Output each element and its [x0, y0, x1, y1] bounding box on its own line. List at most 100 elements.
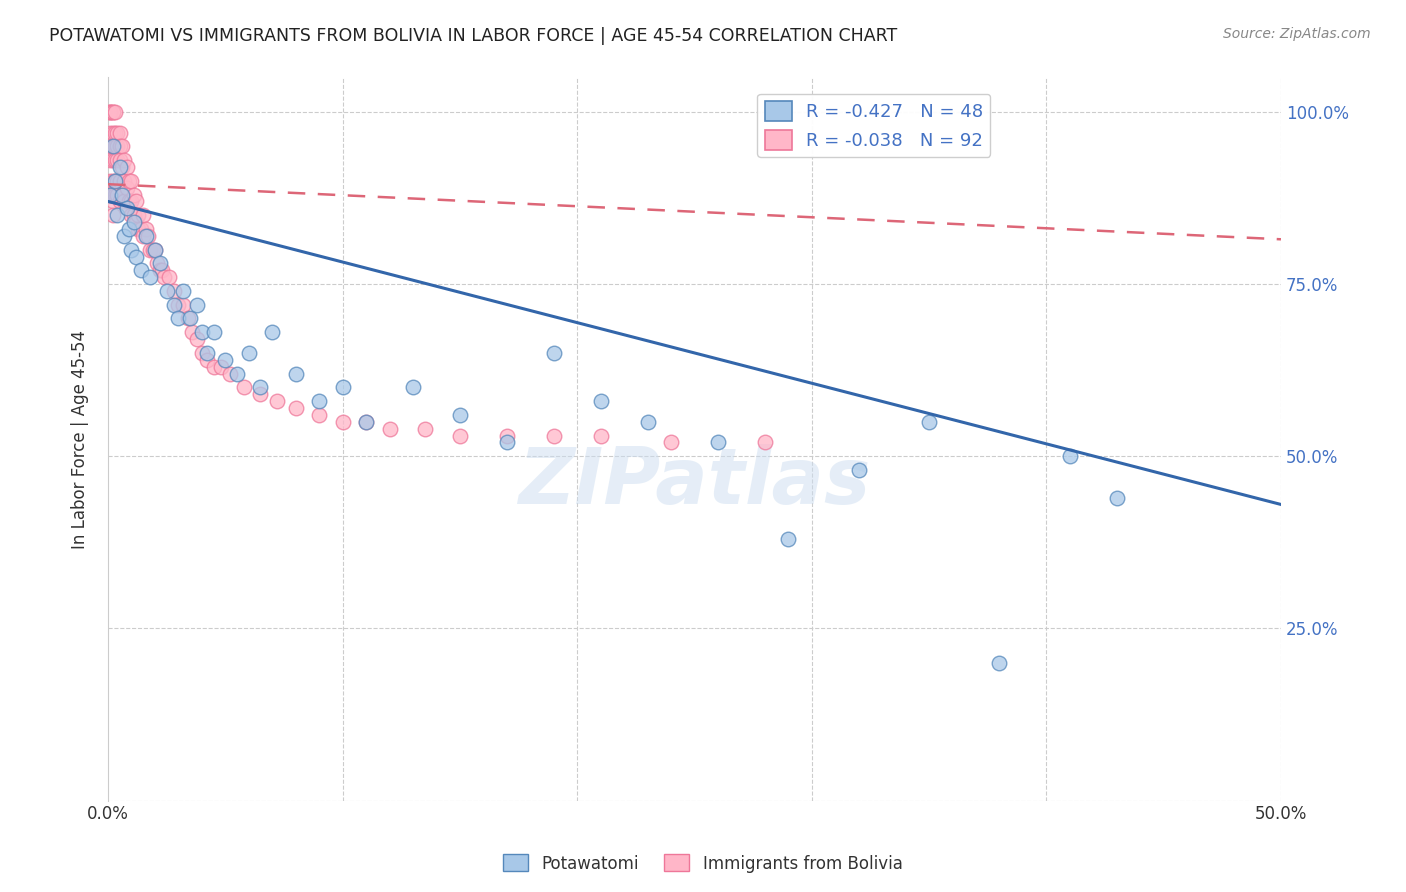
Point: [115, 202, 138, 216]
Legend: Potawatomi, Immigrants from Bolivia: Potawatomi, Immigrants from Bolivia: [496, 847, 910, 880]
Point: [118, 222, 141, 236]
Point: [111, 139, 134, 153]
Point: [659, 435, 682, 450]
Point: [262, 326, 284, 340]
Point: [104, 126, 127, 140]
Point: [108, 174, 131, 188]
Point: [139, 243, 162, 257]
Point: [120, 243, 142, 257]
Point: [111, 187, 134, 202]
Point: [149, 256, 172, 270]
Point: [135, 228, 157, 243]
Point: [104, 187, 127, 202]
Point: [101, 139, 124, 153]
Point: [163, 298, 186, 312]
Point: [105, 187, 128, 202]
Point: [135, 222, 157, 236]
Point: [111, 187, 134, 202]
Point: [202, 359, 225, 374]
Y-axis label: In Labor Force | Age 45-54: In Labor Force | Age 45-54: [72, 329, 89, 549]
Point: [101, 104, 124, 119]
Point: [112, 228, 135, 243]
Point: [142, 243, 165, 257]
Point: [308, 408, 330, 422]
Point: [156, 284, 179, 298]
Point: [101, 139, 124, 153]
Point: [284, 367, 307, 381]
Point: [101, 126, 124, 140]
Point: [104, 174, 127, 188]
Point: [1105, 491, 1128, 505]
Point: [122, 215, 145, 229]
Point: [195, 352, 218, 367]
Point: [127, 208, 149, 222]
Point: [108, 194, 131, 209]
Point: [332, 415, 354, 429]
Point: [112, 194, 135, 209]
Point: [120, 174, 142, 188]
Point: [101, 174, 124, 188]
Point: [214, 352, 236, 367]
Point: [115, 202, 138, 216]
Point: [209, 359, 232, 374]
Point: [129, 222, 152, 236]
Point: [226, 367, 249, 381]
Point: [143, 243, 166, 257]
Point: [707, 435, 730, 450]
Point: [132, 208, 155, 222]
Point: [125, 194, 148, 209]
Point: [157, 270, 180, 285]
Point: [120, 208, 142, 222]
Point: [354, 415, 377, 429]
Point: [129, 263, 152, 277]
Point: [118, 194, 141, 209]
Point: [111, 160, 134, 174]
Point: [101, 104, 124, 119]
Point: [266, 394, 288, 409]
Point: [98, 104, 121, 119]
Text: POTAWATOMI VS IMMIGRANTS FROM BOLIVIA IN LABOR FORCE | AGE 45-54 CORRELATION CHA: POTAWATOMI VS IMMIGRANTS FROM BOLIVIA IN…: [49, 27, 897, 45]
Point: [354, 415, 377, 429]
Point: [186, 332, 208, 346]
Point: [104, 153, 127, 167]
Point: [120, 194, 142, 209]
Point: [101, 187, 124, 202]
Point: [98, 104, 121, 119]
Point: [98, 153, 121, 167]
Point: [495, 435, 517, 450]
Point: [105, 174, 128, 188]
Point: [127, 222, 149, 236]
Legend: R = -0.427   N = 48, R = -0.038   N = 92: R = -0.427 N = 48, R = -0.038 N = 92: [758, 94, 990, 157]
Point: [589, 394, 612, 409]
Point: [104, 174, 127, 188]
Point: [172, 298, 194, 312]
Point: [98, 187, 121, 202]
Point: [146, 256, 169, 270]
Point: [118, 174, 141, 188]
Point: [195, 346, 218, 360]
Point: [1059, 449, 1081, 463]
Point: [988, 656, 1011, 670]
Point: [108, 139, 131, 153]
Point: [112, 153, 135, 167]
Point: [105, 153, 128, 167]
Point: [98, 139, 121, 153]
Point: [191, 346, 214, 360]
Point: [149, 263, 172, 277]
Point: [143, 243, 166, 257]
Point: [167, 311, 190, 326]
Point: [101, 208, 124, 222]
Point: [104, 104, 127, 119]
Point: [589, 428, 612, 442]
Point: [332, 380, 354, 394]
Point: [413, 422, 436, 436]
Point: [202, 326, 225, 340]
Point: [181, 326, 204, 340]
Point: [101, 194, 124, 209]
Point: [136, 228, 159, 243]
Point: [449, 408, 471, 422]
Point: [918, 415, 941, 429]
Point: [543, 346, 565, 360]
Point: [150, 263, 173, 277]
Point: [233, 380, 256, 394]
